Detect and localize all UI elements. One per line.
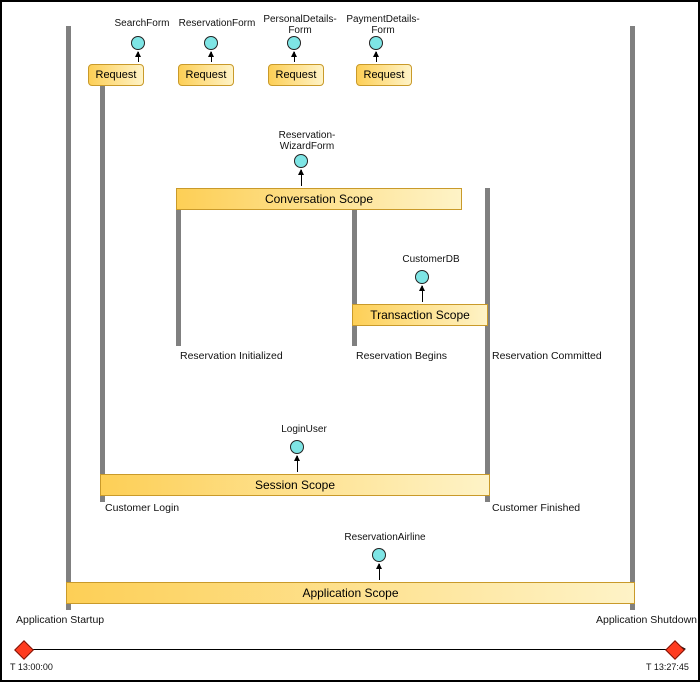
req-label: PaymentDetails- Form — [343, 14, 423, 36]
event-label: Reservation Initialized — [180, 350, 283, 362]
timeline-start-diamond-icon — [14, 640, 34, 660]
vbar-app-right — [630, 26, 635, 610]
request-button-label: Request — [276, 69, 317, 81]
request-button: Request — [356, 64, 412, 86]
arrow-head-icon — [294, 455, 300, 461]
vbar-conv-left — [176, 188, 181, 346]
object-circle — [372, 548, 386, 562]
object-circle — [287, 36, 301, 50]
arrow-head-icon — [135, 51, 141, 57]
diagram-canvas: Conversation Scope Transaction Scope Ses… — [0, 0, 700, 682]
arrow-head-icon — [419, 285, 425, 291]
object-label: Reservation- WizardForm — [272, 130, 342, 152]
object-circle — [415, 270, 429, 284]
object-circle — [294, 154, 308, 168]
event-label: Customer Finished — [492, 502, 580, 514]
event-label: Reservation Begins — [356, 350, 447, 362]
scope-label: Session Scope — [255, 478, 335, 492]
request-button-label: Request — [186, 69, 227, 81]
object-circle — [131, 36, 145, 50]
scope-label: Transaction Scope — [370, 308, 470, 322]
scope-session: Session Scope — [100, 474, 490, 496]
event-label: Customer Login — [105, 502, 179, 514]
request-button: Request — [88, 64, 144, 86]
scope-application: Application Scope — [66, 582, 635, 604]
scope-label: Application Scope — [302, 586, 398, 600]
req-label: ReservationForm — [177, 18, 257, 29]
object-circle — [204, 36, 218, 50]
object-circle — [369, 36, 383, 50]
timeline-start-label: T 13:00:00 — [10, 662, 53, 672]
request-button-label: Request — [364, 69, 405, 81]
req-label: SearchForm — [112, 18, 172, 29]
event-label: Application Shutdown — [596, 614, 697, 626]
scope-transaction: Transaction Scope — [352, 304, 488, 326]
arrow-head-icon — [208, 51, 214, 57]
object-label: ReservationAirline — [340, 532, 430, 543]
object-circle — [290, 440, 304, 454]
object-label: LoginUser — [274, 424, 334, 435]
req-label: PersonalDetails- Form — [260, 14, 340, 36]
scope-label: Conversation Scope — [265, 192, 373, 206]
vbar-sess-left — [100, 64, 105, 502]
arrow-head-icon — [376, 563, 382, 569]
timeline-end-diamond-icon — [665, 640, 685, 660]
scope-conversation: Conversation Scope — [176, 188, 462, 210]
timeline-end-label: T 13:27:45 — [646, 662, 689, 672]
vbar-app-left — [66, 26, 71, 610]
arrow-head-icon — [298, 169, 304, 175]
request-button: Request — [178, 64, 234, 86]
request-button: Request — [268, 64, 324, 86]
timeline-line — [21, 649, 681, 650]
arrow-head-icon — [291, 51, 297, 57]
event-label: Application Startup — [16, 614, 104, 626]
object-label: CustomerDB — [396, 254, 466, 265]
event-label: Reservation Committed — [492, 350, 602, 362]
vbar-sess-right — [485, 188, 490, 502]
arrow-head-icon — [373, 51, 379, 57]
request-button-label: Request — [96, 69, 137, 81]
